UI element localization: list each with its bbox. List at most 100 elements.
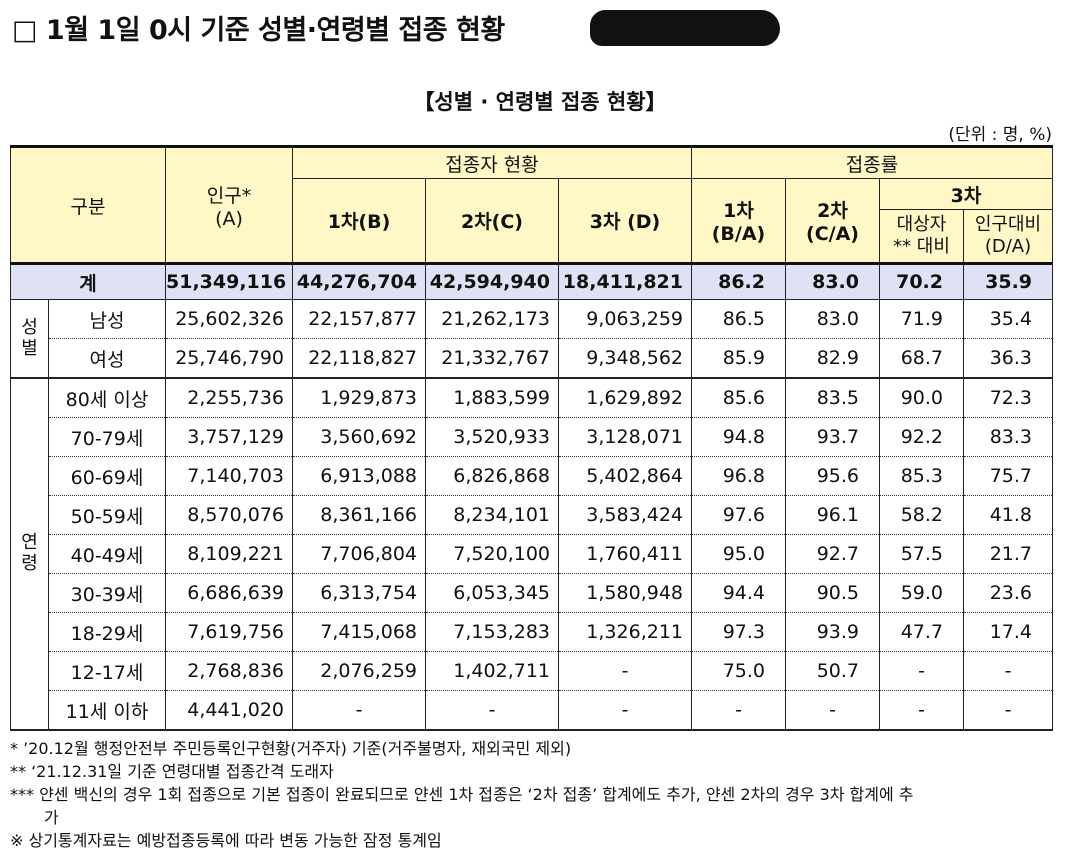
cell-rate3-pop: 21.7 xyxy=(962,534,1054,574)
redaction-mark xyxy=(590,10,780,46)
row-label: 80세 이상 xyxy=(48,378,166,418)
header-rate2-a: 2차 xyxy=(817,200,848,222)
row-label: 여성 xyxy=(48,338,166,379)
cell-population: 8,109,221 xyxy=(165,534,293,574)
header-rate1-a: 1차 xyxy=(723,200,754,222)
header-vaccinated-group: 접종자 현황 xyxy=(292,145,692,179)
footnote: *** 얀센 백신의 경우 1회 접종으로 기본 접종이 완료되므로 얀센 1차… xyxy=(10,785,914,804)
cell-rate2: 96.1 xyxy=(785,495,880,535)
row-label: 11세 이하 xyxy=(48,690,166,731)
cell-rate3-target: 47.7 xyxy=(879,612,964,652)
cell-dose3: 1,629,892 xyxy=(558,378,692,418)
cell-dose2: 21,332,767 xyxy=(425,338,559,379)
cell-population: 6,686,639 xyxy=(165,573,293,613)
table-row: 성 별 남성 25,602,326 22,157,877 21,262,173 9,063… xyxy=(10,299,1054,379)
cell-dose1: 7,415,068 xyxy=(292,612,426,652)
header-category: 구분 xyxy=(10,145,166,265)
cell-population: 4,441,020 xyxy=(165,690,293,731)
cell-dose2: 21,262,173 xyxy=(425,299,559,339)
cell-dose3: - xyxy=(558,690,692,731)
cell-population: 3,757,129 xyxy=(165,417,293,457)
table-row: 여성 25,746,790 22,118,827 21,332,767 9,348,56… xyxy=(11,338,1054,379)
header-rate3-target-b: ** 대비 xyxy=(893,236,950,257)
header-population-sub: (A) xyxy=(215,207,243,230)
table-row: 18-29세 7,619,756 7,415,068 7,153,283 1,326,2… xyxy=(11,612,1054,652)
cell-rate2: 82.9 xyxy=(785,338,880,379)
row-label: 30-39세 xyxy=(48,573,166,613)
header-rate1: 1차 (B/A) xyxy=(691,178,786,265)
group-label-age: 연 령 xyxy=(10,378,49,731)
cell-rate3-pop: 35.9 xyxy=(962,263,1054,300)
cell-rate2: 90.5 xyxy=(785,573,880,613)
cell-dose3: 18,411,821 xyxy=(558,263,692,300)
footnote: 가 xyxy=(44,808,59,827)
cell-rate1: 97.3 xyxy=(691,612,786,652)
table-row: 50-59세 8,570,076 8,361,166 8,234,101 3,583,4… xyxy=(11,495,1054,535)
cell-rate3-target: 90.0 xyxy=(879,378,964,418)
cell-rate2: 83.0 xyxy=(785,299,880,339)
cell-dose3: 3,583,424 xyxy=(558,495,692,535)
cell-dose3: 1,580,948 xyxy=(558,573,692,613)
row-label: 70-79세 xyxy=(48,417,166,457)
cell-dose2: 3,520,933 xyxy=(425,417,559,457)
header-rate1-b: (B/A) xyxy=(711,223,766,245)
footnotes: * ’20.12월 행정안전부 주민등록인구현황(거주자) 기준(거주불명자, … xyxy=(10,737,914,852)
header-rate3-target: 대상자 ** 대비 xyxy=(879,209,964,265)
cell-dose2: 6,826,868 xyxy=(425,456,559,496)
row-label: 남성 xyxy=(48,299,166,339)
cell-rate2: 93.7 xyxy=(785,417,880,457)
cell-population: 25,746,790 xyxy=(165,338,293,379)
footnote: * ’20.12월 행정안전부 주민등록인구현황(거주자) 기준(거주불명자, … xyxy=(10,739,572,758)
cell-dose1: 44,276,704 xyxy=(292,263,426,300)
table-title: 【성별 · 연령별 접종 현황】 xyxy=(413,90,667,114)
cell-population: 51,349,116 xyxy=(165,263,293,300)
cell-dose2: 7,520,100 xyxy=(425,534,559,574)
footnote: ** ‘21.12.31일 기준 연령대별 접종간격 도래자 xyxy=(10,762,334,781)
cell-rate2: 93.9 xyxy=(785,612,880,652)
cell-rate1: 97.6 xyxy=(691,495,786,535)
cell-dose2: 8,234,101 xyxy=(425,495,559,535)
cell-dose1: 22,118,827 xyxy=(292,338,426,379)
header-dose1: 1차(B) xyxy=(292,178,426,265)
cell-rate3-target: 92.2 xyxy=(879,417,964,457)
cell-rate2: 95.6 xyxy=(785,456,880,496)
cell-rate2: 50.7 xyxy=(785,651,880,691)
cell-dose1: 6,913,088 xyxy=(292,456,426,496)
cell-rate3-pop: 83.3 xyxy=(962,417,1054,457)
cell-dose1: 8,361,166 xyxy=(292,495,426,535)
cell-rate1: 75.0 xyxy=(691,651,786,691)
row-label: 12-17세 xyxy=(48,651,166,691)
cell-dose3: - xyxy=(558,651,692,691)
cell-rate3-target: - xyxy=(879,690,964,731)
cell-dose2: 42,594,940 xyxy=(425,263,559,300)
table-row: 30-39세 6,686,639 6,313,754 6,053,345 1,580,9… xyxy=(11,573,1054,613)
cell-rate1: - xyxy=(691,690,786,731)
cell-rate3-target: 85.3 xyxy=(879,456,964,496)
cell-rate1: 86.5 xyxy=(691,299,786,339)
row-label: 계 xyxy=(10,263,166,300)
cell-population: 2,768,836 xyxy=(165,651,293,691)
cell-population: 25,602,326 xyxy=(165,299,293,339)
unit-note: (단위 : 명, %) xyxy=(948,125,1052,145)
cell-dose1: 7,706,804 xyxy=(292,534,426,574)
cell-dose1: 1,929,873 xyxy=(292,378,426,418)
cell-rate2: 92.7 xyxy=(785,534,880,574)
row-label: 18-29세 xyxy=(48,612,166,652)
cell-dose1: 6,313,754 xyxy=(292,573,426,613)
cell-rate3-pop: - xyxy=(962,651,1054,691)
cell-rate3-target: - xyxy=(879,651,964,691)
cell-rate3-target: 68.7 xyxy=(879,338,964,379)
header-population-label: 인구* xyxy=(206,184,252,207)
cell-dose3: 5,402,864 xyxy=(558,456,692,496)
cell-dose1: 22,157,877 xyxy=(292,299,426,339)
header-rate3-pop-b: (D/A) xyxy=(984,236,1032,257)
cell-rate3-target: 58.2 xyxy=(879,495,964,535)
cell-dose2: 7,153,283 xyxy=(425,612,559,652)
table-row: 11세 이하 4,441,020- - - - - - - xyxy=(11,690,1054,731)
cell-rate3-pop: 41.8 xyxy=(962,495,1054,535)
header-rate3: 3차 xyxy=(878,178,1054,210)
cell-rate1: 95.0 xyxy=(691,534,786,574)
header-rate3-pop: 인구대비 (D/A) xyxy=(962,209,1054,265)
cell-rate3-target: 57.5 xyxy=(879,534,964,574)
table-row: 70-79세 3,757,129 3,560,692 3,520,933 3,128,0… xyxy=(11,417,1054,457)
